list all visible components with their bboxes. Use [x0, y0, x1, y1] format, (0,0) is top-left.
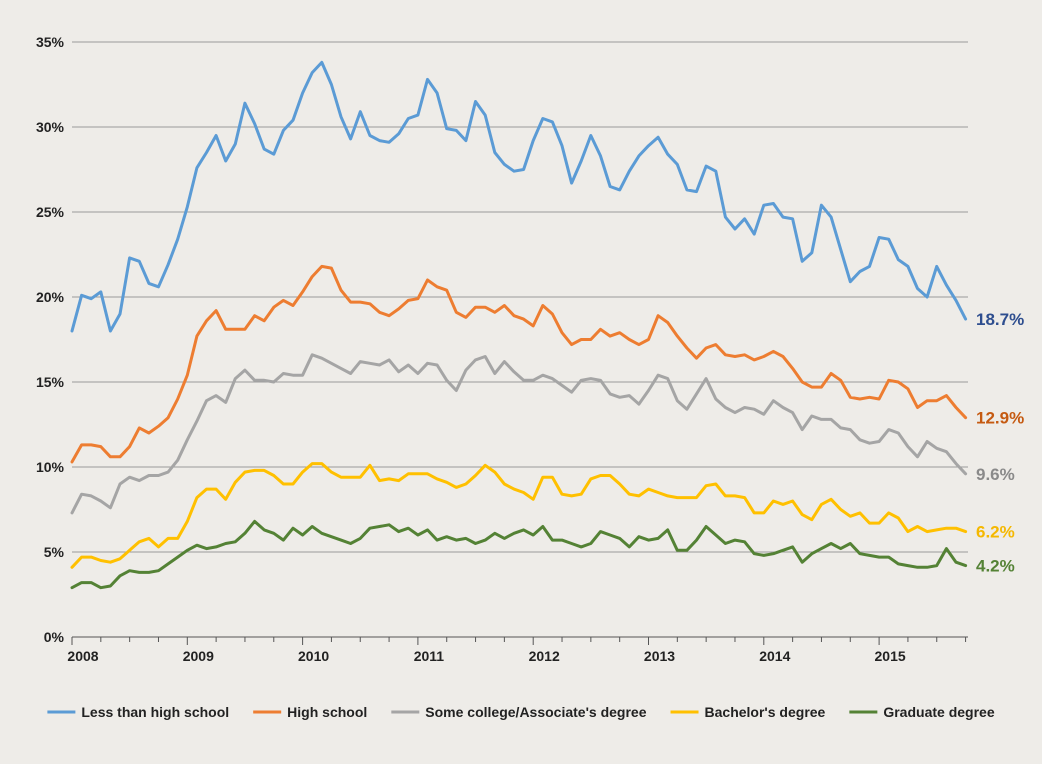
y-tick-label: 10% — [36, 459, 65, 475]
end-value-label: 12.9% — [976, 409, 1024, 428]
y-tick-label: 35% — [36, 34, 65, 50]
series-line — [70, 60, 968, 333]
y-tick-label: 20% — [36, 289, 65, 305]
x-tick-label: 2011 — [414, 648, 445, 664]
y-tick-label: 30% — [36, 119, 65, 135]
y-tick-label: 25% — [36, 204, 65, 220]
y-tick-label: 5% — [44, 544, 65, 560]
series-line — [70, 264, 968, 464]
series-line — [70, 353, 968, 515]
y-tick-label: 0% — [44, 629, 65, 645]
x-tick-label: 2009 — [183, 648, 214, 664]
legend: Less than high school High school Some col… — [47, 704, 995, 720]
end-value-label: 4.2% — [976, 557, 1015, 576]
x-tick-label: 2013 — [644, 648, 675, 664]
end-value-label: 18.7% — [976, 310, 1024, 329]
legend-label: Less than high school — [81, 704, 229, 720]
end-value-label: 9.6% — [976, 465, 1015, 484]
legend-label: Some college/Associate's degree — [425, 704, 646, 720]
x-tick-label: 2012 — [529, 648, 560, 664]
x-tick-label: 2010 — [298, 648, 329, 664]
legend-label: High school — [287, 704, 367, 720]
legend-label: Graduate degree — [883, 704, 994, 720]
end-labels: 18.7% 12.9% 9.6% 6.2% 4.2% — [976, 310, 1024, 575]
end-value-label: 6.2% — [976, 523, 1015, 542]
series-line — [70, 519, 968, 590]
y-tick-label: 15% — [36, 374, 65, 390]
gridlines — [72, 41, 968, 553]
axes: 0% 5% 10% 15% 20% 25% 30% 35% 2008 2009 2010 2011 20… — [36, 34, 968, 664]
legend-label: Bachelor's degree — [705, 704, 826, 720]
x-tick-label: 2015 — [875, 648, 906, 664]
x-tick-label: 2008 — [67, 648, 98, 664]
series-lines — [70, 60, 968, 590]
x-tick-label: 2014 — [759, 648, 790, 664]
series-line — [70, 462, 968, 569]
